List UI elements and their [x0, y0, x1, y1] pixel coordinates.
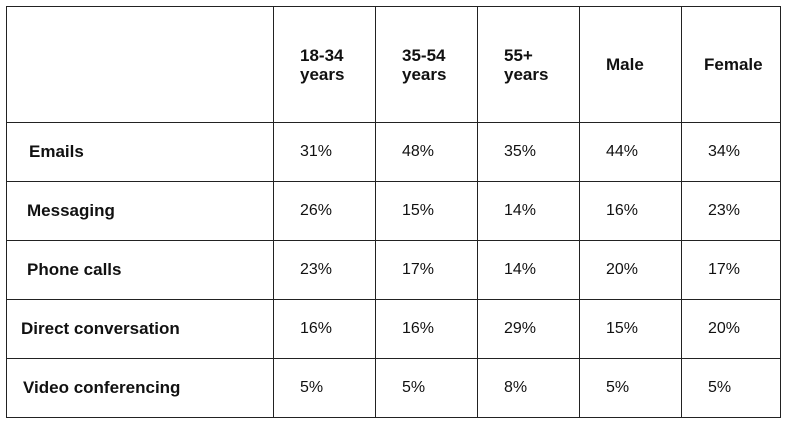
- column-header-55-plus: 55+ years: [477, 6, 580, 123]
- table-cell: 15%: [375, 181, 478, 241]
- table-cell: 48%: [375, 122, 478, 182]
- column-header-line: 35-54: [402, 45, 446, 65]
- column-header-line: years: [300, 64, 345, 84]
- table-cell: 16%: [273, 299, 376, 359]
- column-header-line: 55+: [504, 45, 533, 65]
- table-cell: 16%: [579, 181, 682, 241]
- table-cell: 29%: [477, 299, 580, 359]
- table-row-emails: Emails 31% 48% 35% 44% 34%: [6, 122, 781, 182]
- header-row: 18-34 years 35-54 years 55+ years Male F…: [6, 6, 781, 123]
- table-cell: 17%: [681, 240, 781, 300]
- table-cell: 31%: [273, 122, 376, 182]
- table-cell: 5%: [681, 358, 781, 418]
- column-header-18-34: 18-34 years: [273, 6, 376, 123]
- column-header-line: 18-34: [300, 45, 344, 65]
- column-header-line: Male: [606, 55, 644, 74]
- column-header-female: Female: [681, 6, 781, 123]
- table-row-direct-conversation: Direct conversation 16% 16% 29% 15% 20%: [6, 299, 781, 359]
- table-cell: 20%: [579, 240, 682, 300]
- table-cell: 5%: [375, 358, 478, 418]
- column-header-35-54: 35-54 years: [375, 6, 478, 123]
- corner-cell: [6, 6, 274, 123]
- table-cell: 8%: [477, 358, 580, 418]
- table-cell: 15%: [579, 299, 682, 359]
- table-cell: 23%: [273, 240, 376, 300]
- table-cell: 16%: [375, 299, 478, 359]
- table-cell: 14%: [477, 181, 580, 241]
- table-row-phone-calls: Phone calls 23% 17% 14% 20% 17%: [6, 240, 781, 300]
- table-cell: 5%: [579, 358, 682, 418]
- column-header-male: Male: [579, 6, 682, 123]
- table-cell: 44%: [579, 122, 682, 182]
- row-label: Video conferencing: [6, 358, 274, 418]
- column-header-line: years: [402, 64, 447, 84]
- table-cell: 5%: [273, 358, 376, 418]
- table-cell: 17%: [375, 240, 478, 300]
- column-header-line: years: [504, 64, 549, 84]
- row-label: Emails: [6, 122, 274, 182]
- table-cell: 35%: [477, 122, 580, 182]
- table-cell: 34%: [681, 122, 781, 182]
- row-label: Phone calls: [6, 240, 274, 300]
- column-header-line: Female: [704, 55, 763, 74]
- data-table: 18-34 years 35-54 years 55+ years Male F…: [6, 6, 781, 418]
- table-cell: 14%: [477, 240, 580, 300]
- row-label: Messaging: [6, 181, 274, 241]
- table-cell: 23%: [681, 181, 781, 241]
- table-cell: 26%: [273, 181, 376, 241]
- table-row-video-conferencing: Video conferencing 5% 5% 8% 5% 5%: [6, 358, 781, 418]
- table-row-messaging: Messaging 26% 15% 14% 16% 23%: [6, 181, 781, 241]
- row-label: Direct conversation: [6, 299, 274, 359]
- table-cell: 20%: [681, 299, 781, 359]
